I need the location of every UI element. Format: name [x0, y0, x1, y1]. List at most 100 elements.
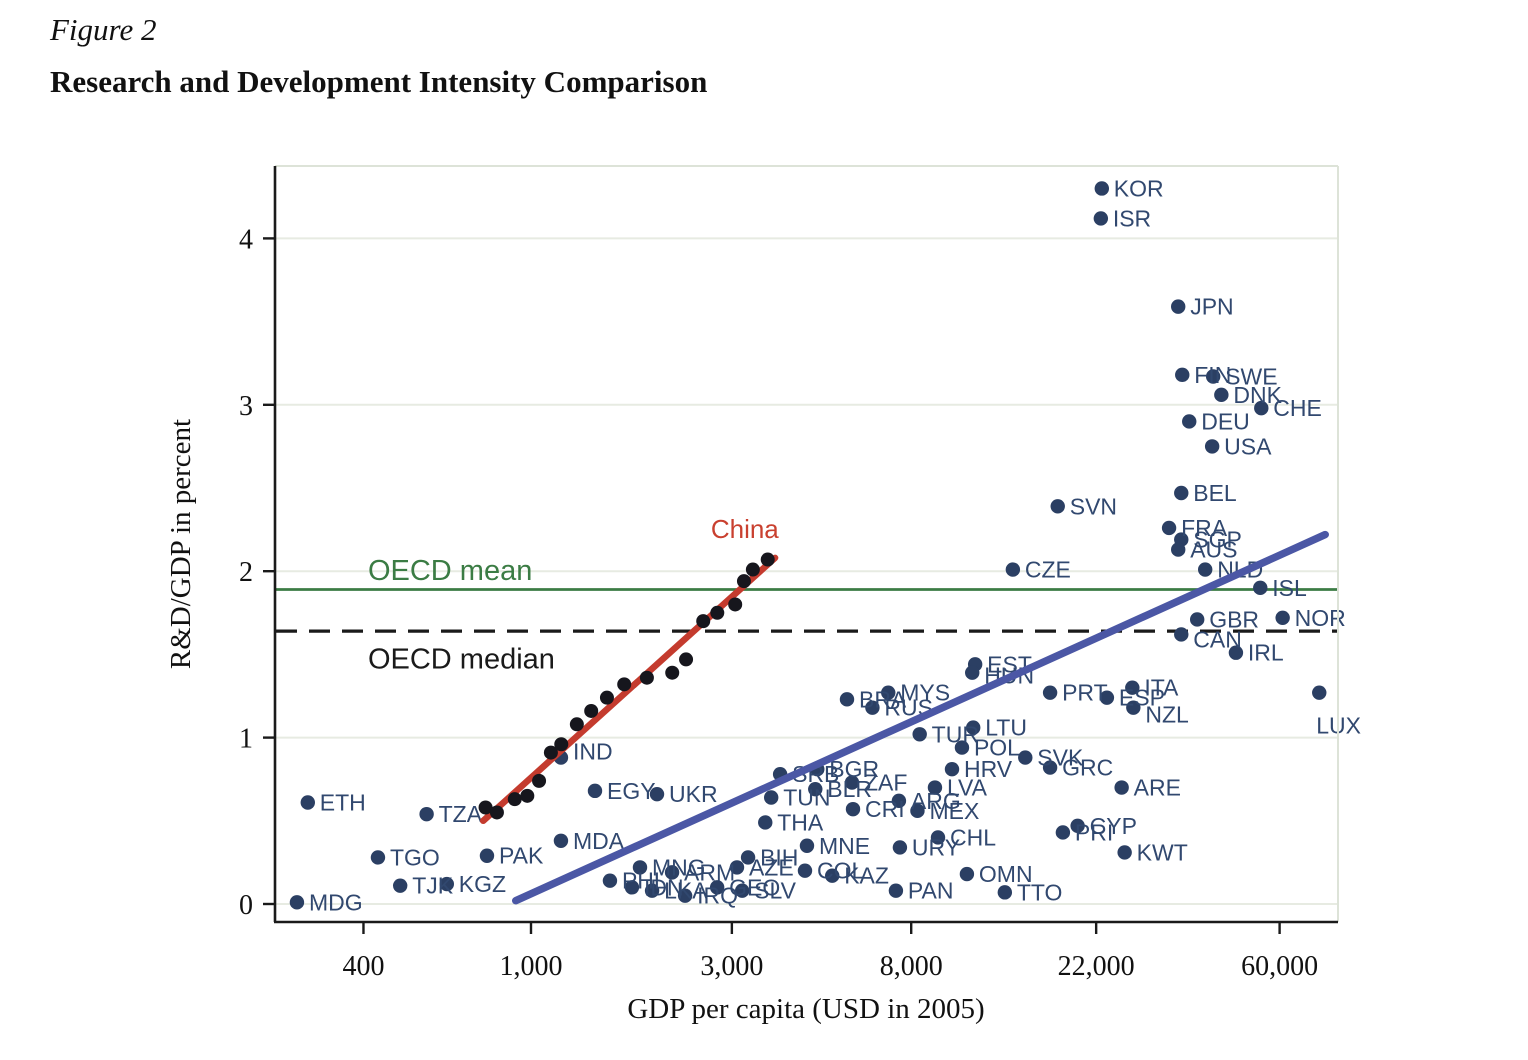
x-tick-label-400: 400: [342, 951, 384, 982]
label-KAZ: KAZ: [844, 863, 889, 889]
label-MDA: MDA: [573, 828, 625, 854]
trend-line: [512, 530, 1329, 905]
label-TTO: TTO: [1017, 879, 1063, 905]
label-DNK: DNK: [1233, 382, 1282, 408]
label-IDN: IDN: [644, 874, 684, 900]
label-ZAF: ZAF: [864, 770, 907, 796]
dot-GRC: [1042, 760, 1058, 775]
label-TUN: TUN: [783, 785, 830, 811]
axes: 400 1,000 3,000 8,000 22,000 60,000 0 1 2 3 4: [239, 165, 1339, 982]
dot-AZE: [729, 860, 745, 875]
label-MNG: MNG: [652, 854, 706, 880]
dot-BIH: [740, 850, 756, 865]
y-tick-label-4: 4: [239, 224, 253, 255]
country-points: [289, 181, 1327, 910]
dot-KWT: [1117, 845, 1132, 860]
label-CRI: CRI: [865, 796, 905, 822]
label-KGZ: KGZ: [459, 871, 506, 897]
label-PHL: PHL: [622, 868, 667, 894]
dot-UKR: [649, 786, 665, 802]
dot-DNK: [1214, 387, 1229, 403]
dot-ARG: [891, 793, 907, 809]
china-point-12: [665, 665, 680, 680]
dot-ITA: [1125, 680, 1140, 695]
label-GBR: GBR: [1209, 606, 1259, 632]
dot-ARE: [1114, 780, 1129, 795]
label-FRA: FRA: [1181, 515, 1228, 541]
dot-FRA: [1161, 520, 1177, 536]
china-point-7: [569, 717, 584, 732]
annotations: OECD mean OECD median China: [368, 514, 779, 675]
reference-lines: [276, 588, 1337, 633]
dot-OMN: [959, 866, 975, 882]
china-point-4: [532, 773, 547, 788]
label-ESP: ESP: [1119, 685, 1165, 711]
label-GRC: GRC: [1062, 755, 1113, 781]
x-tick-label-1000: 1,000: [500, 951, 563, 982]
china-series: [478, 552, 779, 825]
x-tick-label-8000: 8,000: [880, 951, 943, 982]
dot-ETH: [300, 795, 315, 810]
label-TUR: TUR: [932, 721, 979, 747]
china-point-9: [599, 690, 614, 705]
y-tick-label-1: 1: [239, 724, 253, 755]
dot-PRI: [1055, 825, 1071, 840]
oecd-mean-label: OECD mean: [368, 555, 532, 587]
dot-CZE: [1005, 562, 1021, 577]
china-point-13: [679, 652, 694, 667]
label-KWT: KWT: [1137, 839, 1188, 865]
dot-BLR: [808, 781, 823, 797]
label-KOR: KOR: [1114, 175, 1164, 201]
label-NZL: NZL: [1145, 702, 1189, 728]
label-LVA: LVA: [947, 775, 988, 801]
dot-ISR: [1093, 211, 1109, 226]
dot-KAZ: [825, 868, 840, 883]
dot-MNG: [632, 860, 648, 875]
china-point-10: [617, 677, 632, 692]
label-PAK: PAK: [499, 843, 544, 869]
label-THA: THA: [777, 809, 824, 835]
dot-DEU: [1182, 414, 1197, 429]
dot-AUS: [1171, 542, 1186, 557]
china-point-17: [736, 574, 751, 589]
dot-HUN: [965, 665, 980, 680]
dot-MYS: [881, 685, 896, 700]
dot-LTU: [966, 720, 981, 735]
dot-KGZ: [439, 876, 455, 892]
label-ETH: ETH: [320, 789, 366, 815]
label-ISR: ISR: [1113, 205, 1151, 231]
dot-CHL: [930, 830, 946, 845]
y-tick-label-2: 2: [239, 557, 253, 588]
china-point-1: [489, 805, 504, 820]
dot-CHE: [1254, 400, 1269, 416]
figure-title: Research and Development Intensity Compa…: [50, 64, 707, 99]
label-ARG: ARG: [911, 788, 961, 814]
dot-NLD: [1197, 562, 1213, 577]
china-point-16: [728, 597, 743, 612]
dot-TUN: [763, 790, 779, 805]
dot-PRT: [1042, 685, 1058, 700]
dot-ARM: [664, 865, 680, 880]
china-point-0: [478, 800, 493, 815]
dot-CYP: [1070, 818, 1085, 833]
dot-JPN: [1171, 299, 1186, 314]
dot-IRQ: [677, 888, 693, 903]
dot-SVK: [1018, 750, 1033, 765]
y-axis-title: R&D/GDP in percent: [165, 419, 197, 669]
dot-PAK: [479, 848, 495, 863]
dot-PHL: [602, 873, 618, 888]
china-point-2: [507, 792, 522, 807]
china-label: China: [711, 514, 779, 544]
x-tick-label-22000: 22,000: [1058, 951, 1135, 982]
dot-GEO: [709, 880, 725, 895]
dot-SVN: [1050, 499, 1065, 514]
china-point-18: [745, 562, 760, 577]
dot-RUS: [865, 700, 880, 715]
label-POL: POL: [974, 735, 1020, 761]
label-CHE: CHE: [1273, 395, 1322, 421]
x-tick-label-60000: 60,000: [1241, 951, 1318, 982]
dot-NOR: [1275, 610, 1290, 625]
y-tick-label-0: 0: [239, 890, 253, 921]
